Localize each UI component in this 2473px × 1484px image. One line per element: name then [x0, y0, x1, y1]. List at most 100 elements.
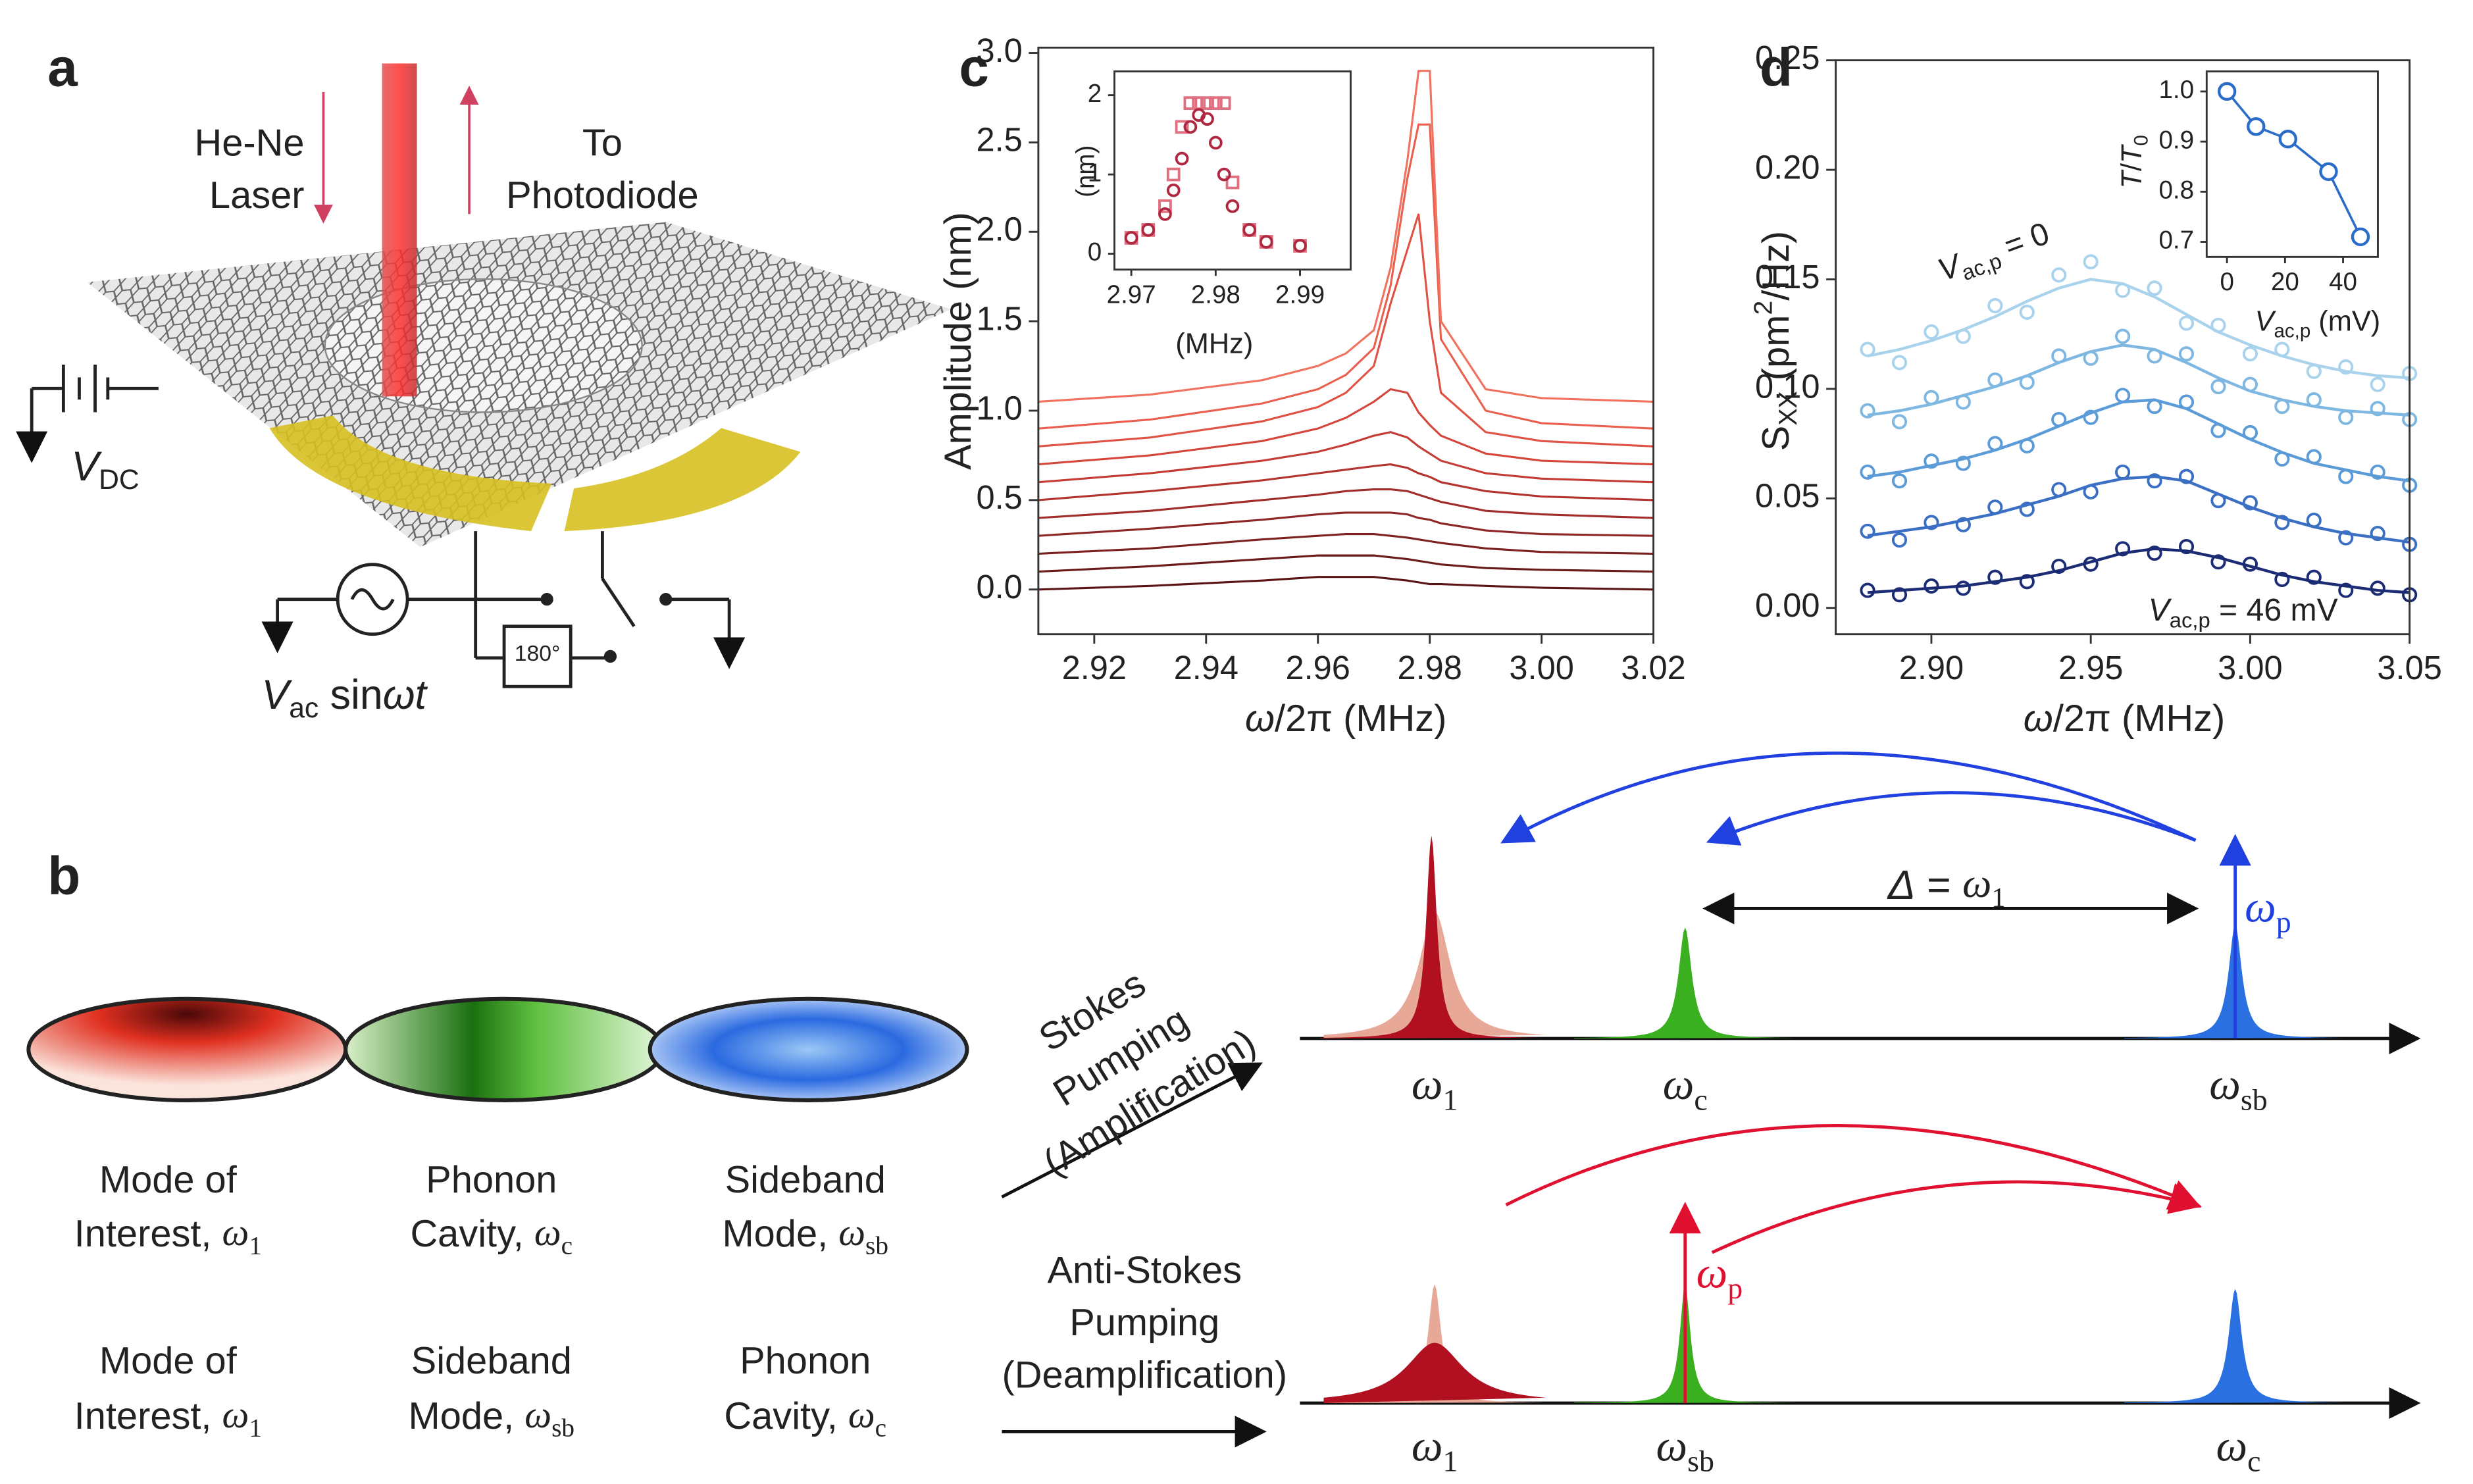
data-point: [2242, 495, 2258, 511]
terminal: [659, 593, 673, 606]
data-line: [1038, 388, 1654, 466]
data-point: [1955, 455, 1971, 471]
y-label: SXX (pm2/Hz): [1749, 231, 1803, 451]
data-point: [1175, 151, 1189, 166]
arrow: [1711, 1180, 2202, 1254]
text-part: ω: [1663, 1060, 1695, 1110]
text-part: Δ: [1887, 862, 1916, 908]
text-part: /2π (MHz): [2053, 698, 2225, 740]
voltage-label: VDC: [71, 444, 139, 496]
text-part: Laser: [209, 174, 305, 217]
text-part: ω: [524, 1393, 551, 1436]
text-part: ω: [2024, 698, 2053, 740]
data-point: [2115, 541, 2131, 557]
data-point: [1955, 580, 1971, 596]
data-point: [1217, 96, 1231, 111]
text-part: Photodiode: [506, 174, 698, 217]
panel-label: a: [47, 38, 78, 97]
text-part: V: [2255, 306, 2277, 338]
mode-label: Sideband: [725, 1159, 886, 1201]
data-point: [1200, 96, 1214, 111]
text-part: (mV): [2310, 306, 2380, 338]
data-point: [2051, 558, 2067, 575]
text-part: ω: [838, 1211, 865, 1254]
text-part: 1: [1442, 1444, 1458, 1477]
data-line: [1038, 70, 1654, 403]
detector-label: To: [582, 122, 623, 165]
data-point: [2370, 526, 2385, 542]
text-part: = 46 mV: [2210, 592, 2338, 628]
x-tick-label: 2.99: [1275, 280, 1325, 309]
peak-label: ω1: [1412, 1060, 1458, 1116]
data-point: [2178, 315, 2195, 331]
text-part: 1: [249, 1231, 262, 1260]
mode-label: Cavity, ωc: [410, 1211, 573, 1260]
mode-label: Mode, ωsb: [723, 1211, 888, 1260]
data-line: [1038, 511, 1654, 537]
text-part: sb: [551, 1413, 574, 1442]
data-point: [2083, 409, 2099, 425]
data-point: [1200, 112, 1214, 126]
text-part: ω: [1412, 1421, 1443, 1471]
x-tick-label: 3.02: [1621, 649, 1685, 686]
data-line: [1038, 532, 1654, 555]
x-tick-label: 3.00: [2218, 649, 2282, 686]
data-line: [1038, 576, 1654, 591]
laser-beam: [382, 63, 417, 397]
data-line: [1038, 488, 1654, 519]
data-point: [2178, 346, 2195, 362]
y-label: (nm): [1072, 145, 1100, 197]
panel-label: d: [1760, 38, 1793, 97]
text-part: Cavity,: [724, 1395, 848, 1437]
circuit: [16, 365, 746, 688]
text-part: /Hz): [1755, 231, 1797, 301]
fit-line: [1867, 474, 2410, 544]
plot-frame: [1113, 70, 1352, 271]
data-point: [2083, 254, 2099, 270]
x-label: ω/2π (MHz): [2024, 698, 2225, 740]
x-tick-label: 2.98: [1191, 280, 1240, 309]
fit-line: [1867, 278, 2410, 380]
x-label: Vac,p (mV): [2255, 306, 2381, 342]
data-point: [1208, 136, 1223, 150]
laser-label: He-Ne: [195, 122, 305, 165]
mode-label: Phonon: [740, 1340, 871, 1382]
text-part: Mode,: [409, 1395, 525, 1437]
text-part: V: [261, 672, 292, 718]
x-tick-label: 2.97: [1107, 280, 1156, 309]
x-tick-label: 0: [2220, 268, 2233, 296]
data-point: [2242, 346, 2258, 362]
data-point: [1158, 207, 1172, 221]
peak-label: ωc: [1663, 1060, 1708, 1116]
text-part: ω: [1696, 1248, 1728, 1298]
text-part: ω: [848, 1393, 875, 1436]
y-tick-label: 2: [1088, 80, 1102, 108]
data-point: [1891, 532, 1908, 548]
text-part: Sideband: [725, 1159, 886, 1201]
arrow: [1505, 1124, 2202, 1210]
fit-line: [1867, 344, 2410, 417]
mode-disc: [26, 996, 348, 1102]
x-tick-label: 3.05: [2377, 649, 2441, 686]
data-point: [2278, 130, 2297, 149]
data-point: [1217, 167, 1231, 182]
data-point: [1891, 414, 1908, 430]
text-part: S: [1755, 426, 1797, 451]
panel-label: c: [959, 38, 989, 97]
y-tick-label: 1.0: [2158, 76, 2194, 104]
data-point: [2178, 538, 2195, 555]
x-label: ω/2π (MHz): [1245, 698, 1446, 740]
data-point: [2217, 82, 2237, 101]
text-part: sin: [319, 672, 382, 718]
mode-label: Cavity, ωc: [724, 1393, 886, 1442]
text-part: ac: [289, 692, 319, 724]
text-part: d: [1760, 38, 1793, 97]
text-part: ω: [383, 672, 415, 718]
text-part: sb: [2241, 1083, 2268, 1116]
mode-label: Sideband: [411, 1340, 572, 1382]
text-part: Interest,: [74, 1213, 222, 1255]
mode-label: Mode, ωsb: [409, 1393, 574, 1442]
y-tick-label: 0.20: [1755, 148, 1820, 186]
data-point: [2247, 117, 2266, 136]
annot-bottom: Vac,p = 46 mV: [2149, 592, 2338, 632]
